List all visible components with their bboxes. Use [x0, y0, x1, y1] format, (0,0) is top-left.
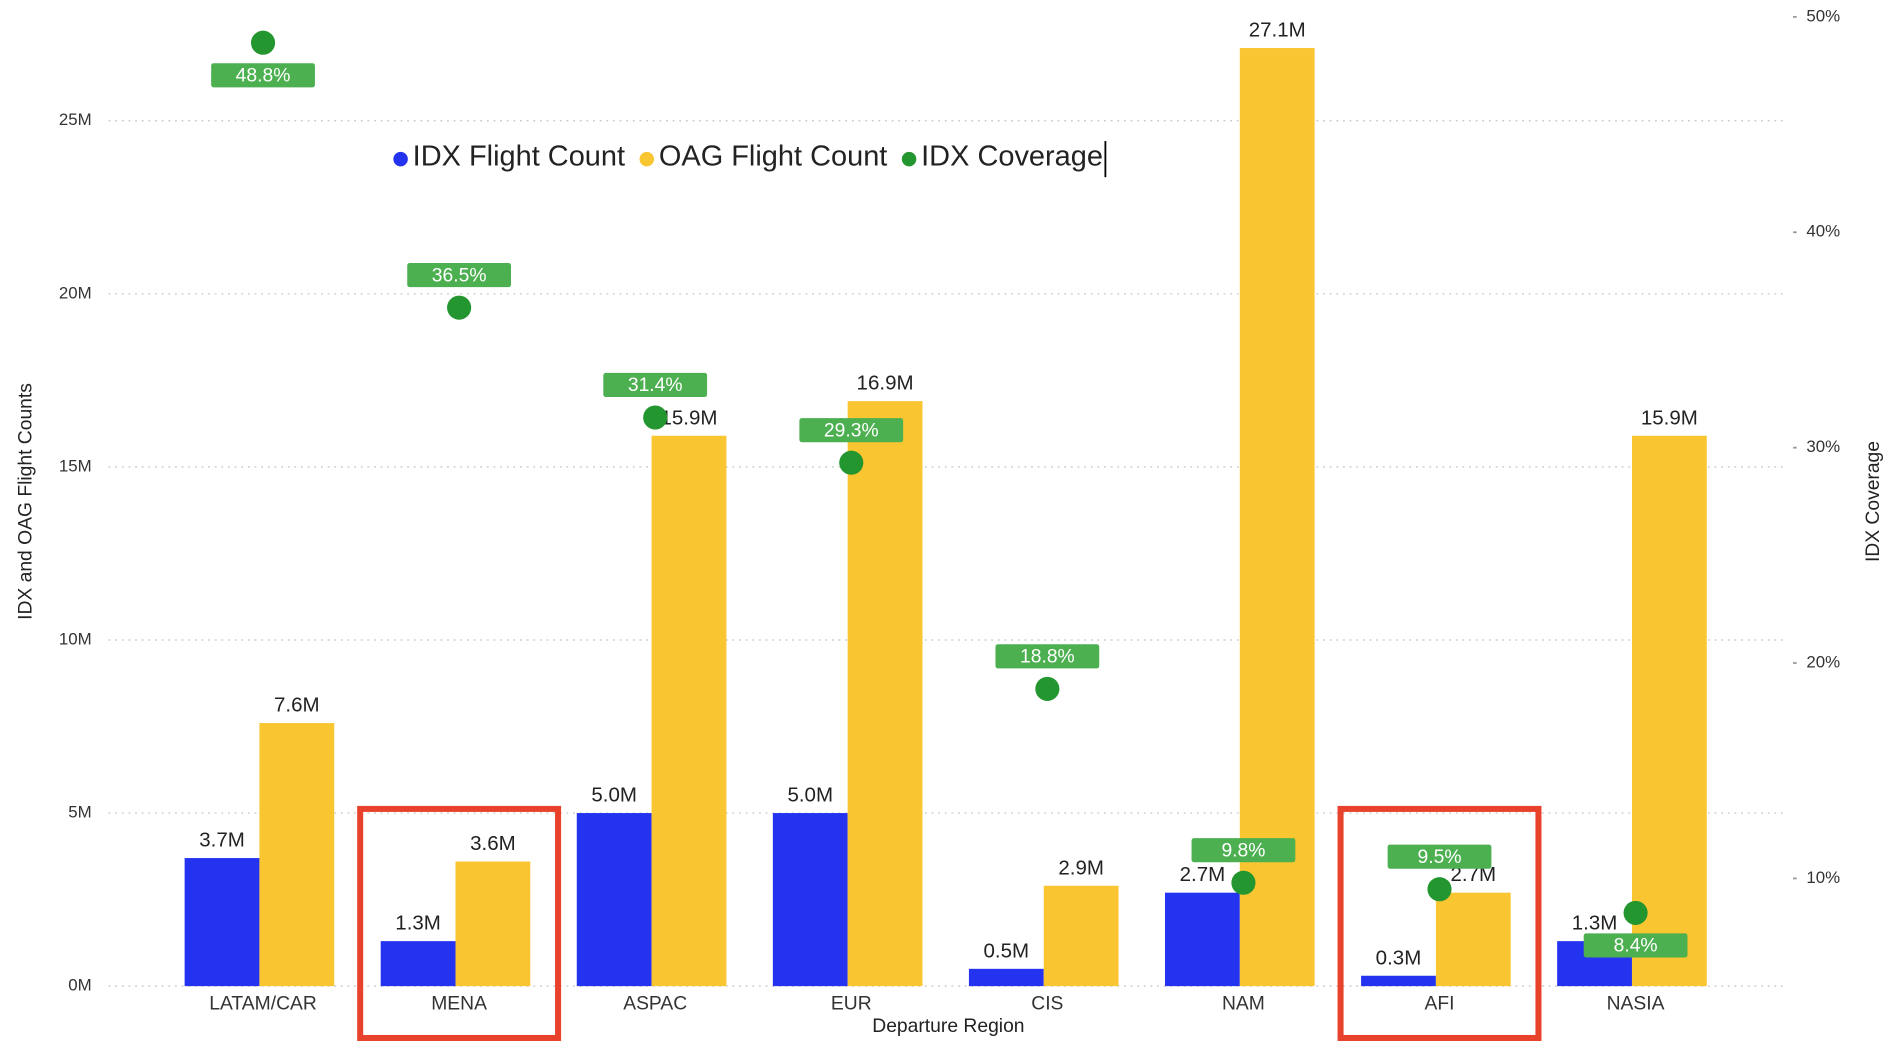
- legend-label: IDX Coverage: [921, 141, 1103, 173]
- y-tick-label: 25M: [59, 110, 92, 129]
- bar-value-label: 3.7M: [199, 829, 245, 852]
- coverage-dot: [250, 30, 276, 55]
- bar: [1165, 892, 1240, 987]
- bar: [847, 401, 923, 987]
- bar: [1043, 885, 1119, 987]
- y-tick-label: 0M: [68, 976, 91, 995]
- y-tick-label: 20M: [59, 283, 92, 302]
- coverage-label: 36.5%: [432, 265, 487, 286]
- x-tick-label: CIS: [1031, 993, 1063, 1014]
- bar-value-label: 1.3M: [395, 912, 441, 935]
- x-tick-label: LATAM/CAR: [209, 993, 317, 1014]
- legend-marker: [639, 151, 655, 167]
- bar-value-label: 5.0M: [591, 784, 637, 807]
- bar-value-label: 2.9M: [1058, 856, 1104, 879]
- coverage-label-bg: [211, 63, 315, 88]
- x-tick-label: ASPAC: [623, 993, 687, 1014]
- coverage-label: 18.8%: [1020, 647, 1075, 668]
- coverage-label: 31.4%: [628, 375, 683, 396]
- x-tick-label: NAM: [1222, 993, 1265, 1014]
- bar-value-label: 5.0M: [787, 784, 833, 807]
- coverage-label-bg: [1191, 838, 1296, 863]
- y2-tick-label: 10%: [1806, 868, 1840, 887]
- bar: [380, 941, 456, 987]
- bar-value-label: 15.9M: [1641, 406, 1698, 429]
- coverage-label: 29.3%: [824, 420, 879, 441]
- coverage-label-bg: [1583, 933, 1688, 958]
- bar: [1239, 48, 1315, 987]
- y2-tick-label: 40%: [1806, 222, 1840, 241]
- coverage-label-bg: [799, 418, 904, 443]
- y2-tick-label: 50%: [1806, 6, 1840, 25]
- x-tick-label: EUR: [831, 993, 872, 1014]
- coverage-label-bg: [603, 372, 708, 398]
- bar: [1361, 975, 1436, 987]
- legend-marker: [901, 151, 917, 167]
- legend-label: IDX Flight Count: [413, 141, 625, 173]
- coverage-dot: [1035, 676, 1060, 701]
- coverage-dot: [643, 405, 668, 430]
- bar-value-label: 15.9M: [660, 406, 717, 429]
- bar-value-label: 0.3M: [1376, 946, 1422, 969]
- legend-marker: [393, 151, 408, 167]
- coverage-dot: [447, 295, 472, 320]
- legend-label: OAG Flight Count: [659, 141, 887, 173]
- y2-tick-label: 20%: [1806, 653, 1840, 672]
- coverage-label-bg: [995, 644, 1100, 669]
- y-tick-label: 5M: [68, 803, 91, 822]
- x-tick-label: NASIA: [1607, 993, 1665, 1014]
- coverage-dot: [1231, 870, 1256, 895]
- x-tick-label: MENA: [431, 993, 487, 1014]
- bar-value-label: 7.6M: [274, 694, 320, 717]
- bar-value-label: 2.7M: [1450, 863, 1496, 886]
- y-axis-title: IDX and OAG Flight Counts: [16, 383, 37, 620]
- bar-value-label: 2.7M: [1180, 863, 1226, 886]
- bar: [968, 968, 1044, 987]
- bar-value-label: 0.5M: [984, 939, 1030, 962]
- bar: [184, 858, 260, 987]
- bar: [455, 861, 531, 987]
- coverage-dot: [839, 450, 864, 475]
- bar: [1435, 892, 1511, 987]
- highlight-box: [357, 805, 562, 1041]
- bar: [1631, 435, 1707, 987]
- y-tick-label: 15M: [59, 456, 92, 475]
- y-tick-label: 10M: [59, 629, 92, 648]
- bar-value-label: 3.6M: [470, 832, 516, 855]
- y2-tick-label: 30%: [1806, 437, 1840, 456]
- bar-value-label: 27.1M: [1249, 19, 1306, 42]
- x-axis-title: Departure Region: [872, 1016, 1024, 1037]
- x-tick-label: AFI: [1425, 993, 1455, 1014]
- coverage-label: 48.8%: [236, 66, 291, 87]
- highlight-box: [1337, 805, 1542, 1041]
- bar-value-label: 1.3M: [1572, 912, 1618, 935]
- coverage-label-bg: [1387, 844, 1492, 869]
- coverage-label-bg: [407, 263, 512, 288]
- coverage-label: 9.8%: [1221, 841, 1265, 862]
- bar: [651, 435, 727, 987]
- y2-axis-title: IDX Coverage: [1863, 441, 1884, 562]
- coverage-dot: [1427, 877, 1452, 902]
- bar: [576, 813, 652, 987]
- bar-value-label: 16.9M: [857, 372, 914, 395]
- coverage-label: 9.5%: [1418, 847, 1462, 868]
- coverage-label: 8.4%: [1614, 936, 1658, 957]
- coverage-dot: [1623, 900, 1648, 925]
- bar: [259, 723, 335, 987]
- bar: [772, 813, 848, 987]
